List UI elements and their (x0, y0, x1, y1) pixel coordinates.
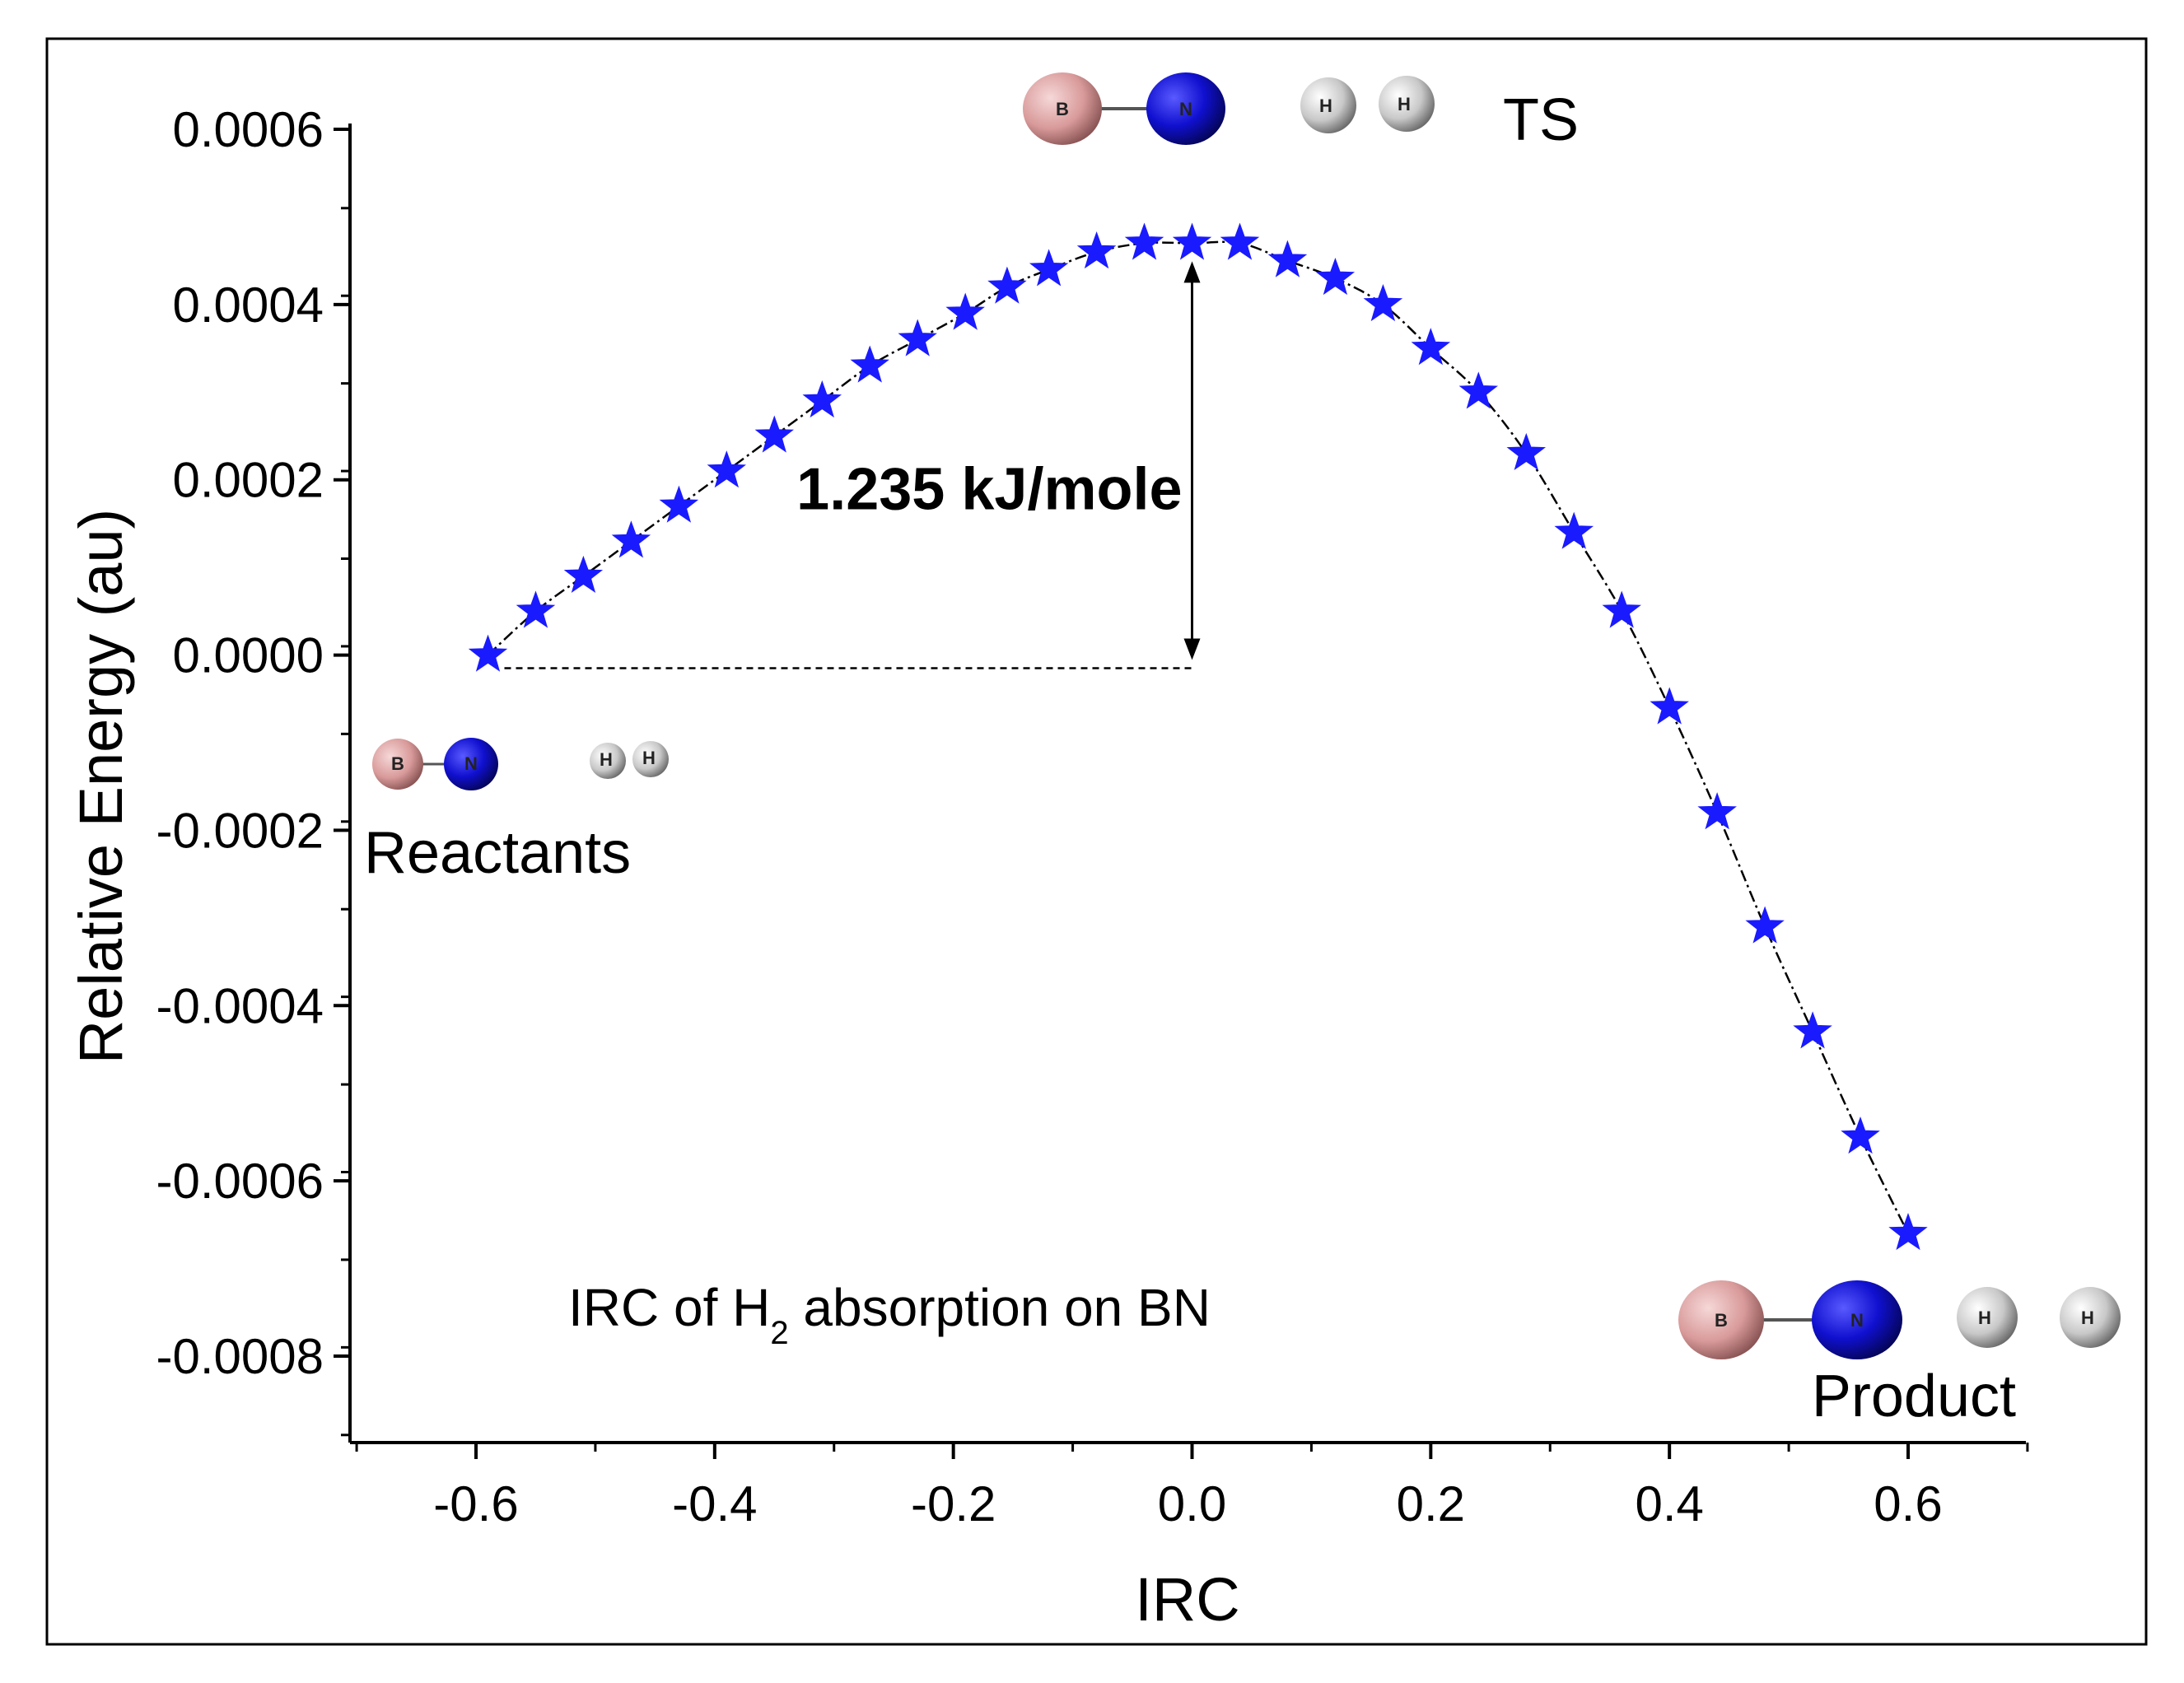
hydrogen-label: H (1398, 94, 1411, 114)
hydrogen-label: H (642, 748, 656, 768)
reactants-molecule: B N H H (372, 738, 669, 790)
hydrogen-label: H (1978, 1308, 1991, 1328)
y-tick-label: -0.0002 (156, 803, 324, 858)
data-point-star (1602, 590, 1641, 628)
data-point-star (468, 634, 508, 672)
y-ticks: 0.0006 0.0004 0.0002 0.0000 -0.0002 -0.0004 -0… (156, 102, 350, 1437)
data-point-star (1076, 231, 1117, 269)
data-point-star (1411, 328, 1451, 366)
nitrogen-label: N (1179, 99, 1192, 119)
series-markers (468, 222, 1928, 1251)
nitrogen-atom (1146, 72, 1225, 145)
data-point-star (707, 450, 746, 488)
data-point-star (945, 292, 985, 330)
x-axis-title: IRC (1135, 1565, 1239, 1634)
hydrogen-label: H (2081, 1308, 2094, 1328)
hydrogen-atom (2060, 1287, 2121, 1348)
y-tick-label: -0.0008 (156, 1329, 324, 1384)
data-point-star (1220, 222, 1260, 260)
hydrogen-atom (632, 741, 669, 777)
product-molecule: B N H H (1678, 1280, 2121, 1359)
y-tick-label: 0.0006 (172, 102, 324, 157)
ts-molecule: B N H H (1023, 72, 1435, 145)
hydrogen-label: H (1319, 96, 1332, 116)
x-tick-label: -0.4 (672, 1476, 757, 1531)
chart-title-subscript: 2 (770, 1315, 788, 1351)
x-tick-label: -0.2 (911, 1476, 996, 1531)
y-tick-label: -0.0006 (156, 1154, 324, 1209)
nitrogen-atom (444, 738, 498, 790)
data-point-star (1029, 249, 1069, 287)
data-point-star (898, 319, 937, 357)
nitrogen-atom (1812, 1280, 1902, 1359)
chart-title-suffix: absorption on BN (789, 1278, 1211, 1337)
data-point-star (1888, 1213, 1928, 1251)
data-point-star (1697, 792, 1737, 830)
y-axis-title: Relative Energy (au) (67, 509, 135, 1065)
barrier-arrow (1183, 261, 1201, 660)
boron-label: B (1715, 1310, 1728, 1331)
data-point-star (1506, 432, 1547, 471)
data-point-star (987, 266, 1027, 304)
outer-frame (45, 37, 2148, 1646)
x-tick-label: 0.4 (1635, 1476, 1703, 1531)
chart-title: IRC of H2 absorption on BN (568, 1278, 1211, 1351)
data-point-star (1267, 240, 1308, 277)
data-point-star (802, 380, 842, 418)
data-point-star (516, 590, 556, 628)
hydrogen-label: H (600, 749, 613, 770)
data-point-star (1554, 511, 1594, 549)
boron-label: B (391, 753, 404, 774)
data-point-star (563, 555, 604, 594)
data-point-star (754, 415, 794, 453)
data-point-star (1172, 222, 1212, 260)
data-point-star (1793, 1011, 1832, 1049)
data-point-star (1841, 1116, 1880, 1154)
product-label: Product (1812, 1364, 2016, 1429)
hydrogen-atom (1300, 77, 1356, 133)
boron-atom (1678, 1280, 1764, 1359)
boron-label: B (1056, 99, 1069, 119)
data-point-star (1124, 222, 1164, 260)
data-point-star (1315, 257, 1356, 296)
x-tick-label: 0.0 (1158, 1476, 1226, 1531)
chart-title-prefix: IRC of H (568, 1278, 770, 1337)
data-point-star (611, 520, 651, 558)
data-point-star (1650, 687, 1689, 725)
boron-atom (372, 739, 423, 790)
boron-atom (1023, 72, 1102, 145)
hydrogen-atom (1379, 76, 1435, 132)
x-ticks: -0.6 -0.4 -0.2 0.0 0.2 0.4 0.6 (355, 1443, 2029, 1531)
x-tick-label: 0.6 (1874, 1476, 1942, 1531)
x-tick-label: 0.2 (1397, 1476, 1465, 1531)
hydrogen-atom (1957, 1287, 2018, 1348)
reactants-label: Reactants (364, 820, 631, 886)
data-point-star (1458, 371, 1498, 409)
y-tick-label: 0.0002 (172, 453, 324, 508)
ts-label: TS (1503, 87, 1579, 153)
y-tick-label: -0.0004 (156, 978, 324, 1033)
barrier-energy-label: 1.235 kJ/mole (796, 457, 1182, 523)
data-point-star (1745, 906, 1785, 944)
nitrogen-label: N (464, 753, 478, 774)
x-tick-label: -0.6 (433, 1476, 518, 1531)
series-curve (487, 240, 1910, 1234)
nitrogen-label: N (1850, 1310, 1864, 1331)
data-point-star (659, 485, 699, 523)
hydrogen-atom (590, 743, 626, 779)
y-tick-label: 0.0000 (172, 628, 324, 683)
data-point-star (1363, 283, 1403, 322)
data-point-star (850, 345, 889, 383)
y-tick-label: 0.0004 (172, 277, 324, 333)
